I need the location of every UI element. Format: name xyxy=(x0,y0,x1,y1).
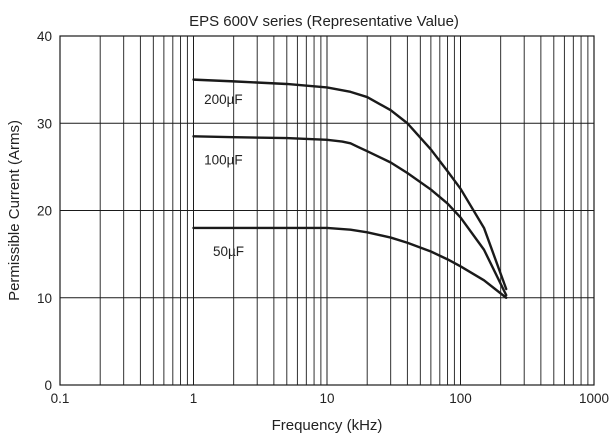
x-tick-labels: 0.1 1 10 100 1000 xyxy=(51,391,609,406)
x-tick-label: 10 xyxy=(319,391,334,406)
y-tick-label: 30 xyxy=(37,116,52,131)
y-tick-label: 20 xyxy=(37,204,52,219)
x-axis-label: Frequency (kHz) xyxy=(272,417,383,434)
x-tick-label: 100 xyxy=(449,391,472,406)
y-tick-label: 10 xyxy=(37,291,52,306)
chart-title: EPS 600V series (Representative Value) xyxy=(189,13,459,30)
x-tick-label: 0.1 xyxy=(51,391,70,406)
y-tick-labels: 0 10 20 30 40 xyxy=(37,29,52,393)
series-line xyxy=(192,78,508,291)
series-label: 200µF xyxy=(204,92,243,107)
y-axis-label: Permissible Current (Arms) xyxy=(6,120,23,301)
y-tick-label: 0 xyxy=(44,378,52,393)
series-line xyxy=(192,135,508,297)
y-tick-label: 40 xyxy=(37,29,52,44)
series-line xyxy=(192,226,508,299)
series-label: 100µF xyxy=(204,152,243,167)
x-tick-label: 1000 xyxy=(579,391,609,406)
x-tick-label: 1 xyxy=(190,391,198,406)
series-layer: 200µF 100µF 50µF xyxy=(192,78,508,299)
series-label: 50µF xyxy=(213,244,244,259)
plot-frame xyxy=(59,35,595,386)
